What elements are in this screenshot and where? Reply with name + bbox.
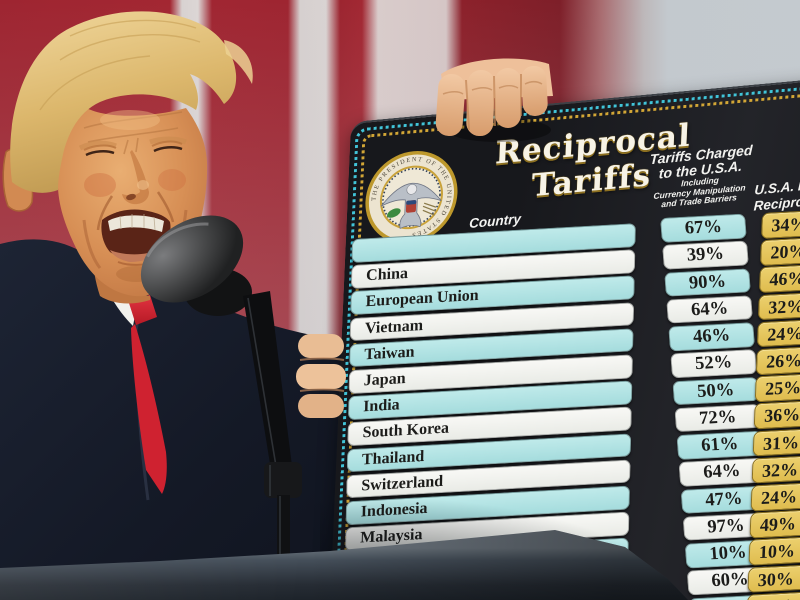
tariff-charged-cell: 52%	[670, 349, 758, 379]
reciprocal-cell: 24%	[756, 317, 800, 348]
reciprocal-cell: 26%	[755, 344, 800, 375]
brow-right	[149, 136, 187, 145]
neck	[92, 244, 150, 304]
reciprocal-cell: 46%	[758, 262, 800, 294]
forehead-creases	[83, 111, 183, 155]
eye-left-fold	[83, 144, 117, 151]
reciprocal-cell: 49%	[749, 508, 800, 539]
reciprocal-cell: 32%	[751, 453, 800, 484]
hand-on-board-top	[435, 58, 553, 142]
eye-right	[153, 146, 183, 153]
presidential-seal: THE PRESIDENT OF THE UNITED STATES	[365, 151, 458, 244]
mic-boom	[243, 291, 292, 470]
mic-clutch	[264, 462, 302, 498]
reciprocal-cell: 20%	[759, 235, 800, 266]
reciprocal-cell: 36%	[753, 399, 800, 430]
eye-right-fold	[151, 140, 183, 147]
cheek-left	[84, 173, 116, 197]
hair-wisp	[224, 40, 253, 84]
fingers	[435, 65, 548, 137]
mic-stand-rod	[277, 495, 290, 561]
mic-boom-highlight	[247, 297, 277, 467]
brow-left	[78, 140, 117, 151]
nostril	[126, 193, 136, 201]
hair-strands	[39, 19, 201, 111]
eye-left	[85, 150, 115, 157]
mic-windscreen-highlight	[146, 222, 209, 258]
seal-eagle	[380, 182, 442, 230]
reciprocal-cell: 24%	[750, 481, 800, 512]
tariff-charged-cell: 67%	[660, 213, 747, 243]
tariff-charged-cell: 61%	[676, 430, 764, 460]
tariff-charged-cell: 50%	[672, 376, 760, 406]
cheek-right	[158, 169, 186, 191]
microphone	[140, 215, 302, 561]
tie-blade	[131, 324, 167, 494]
reciprocal-cell: 30%	[747, 562, 800, 593]
reciprocal-cell: 25%	[754, 372, 800, 403]
tariff-charged-cell: 72%	[674, 403, 762, 433]
teeth-gaps	[119, 214, 156, 231]
tariff-charged-cell: 46%	[668, 322, 756, 351]
edge-fingers	[296, 334, 346, 418]
nose	[122, 150, 149, 205]
tariff-charged-cell: 64%	[666, 294, 753, 324]
charged-column-header: Tariffs Charged to the U.S.A. Including …	[633, 141, 768, 212]
nasolabial-folds	[96, 191, 175, 231]
forehead-highlight	[100, 110, 160, 130]
reciprocal-cell: 34%	[761, 208, 800, 239]
upper-teeth	[108, 215, 164, 232]
hand-on-board-edge	[296, 334, 346, 418]
reciprocal-cell: 31%	[752, 426, 800, 457]
nose-tip-highlight	[137, 180, 149, 190]
tariff-charged-cell: 39%	[662, 240, 749, 270]
speaker-figure	[0, 11, 360, 600]
reciprocal-cell: 10%	[748, 535, 800, 566]
tariff-charged-cell: 90%	[664, 267, 751, 297]
tariff-board: THE PRESIDENT OF THE UNITED STATES Recip…	[326, 62, 800, 600]
reciprocal-cell: 32%	[757, 290, 800, 321]
